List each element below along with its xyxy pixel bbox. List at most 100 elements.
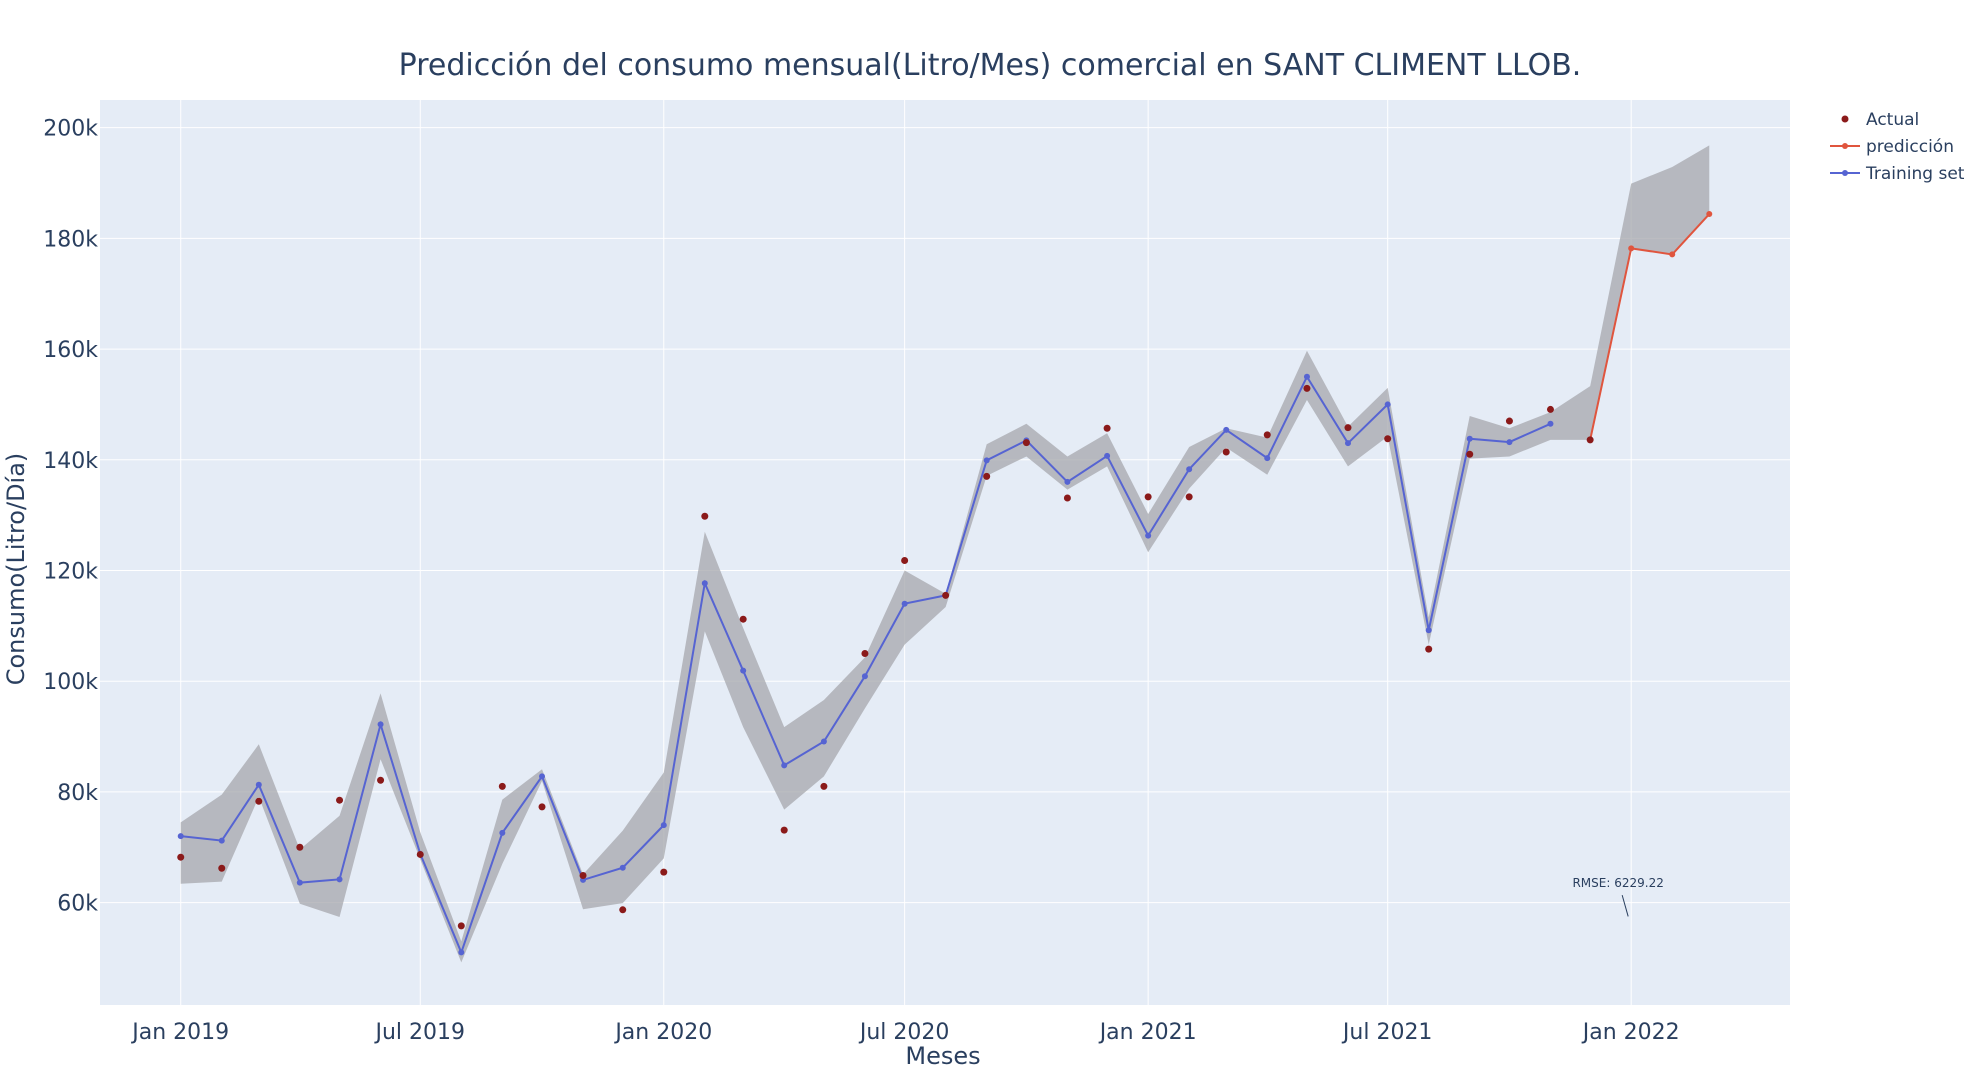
data-point-actual (660, 868, 668, 876)
y-axis-title: Consumo(Litro/Día) (2, 453, 30, 686)
legend-item-predicci-n[interactable]: predicción (1830, 137, 1954, 157)
data-point-training-set (1303, 373, 1310, 380)
data-point-actual (739, 615, 747, 623)
data-point-predicci-n (1669, 251, 1676, 258)
data-point-training-set (296, 879, 303, 886)
y-tick-label: 60k (57, 892, 98, 917)
data-point-predicci-n (1706, 211, 1713, 218)
chart-title: Predicción del consumo mensual(Litro/Mes… (399, 48, 1582, 83)
x-axis-title: Meses (905, 1042, 980, 1070)
annotations: RMSE: 6229.22 (1572, 876, 1664, 917)
legend-label: Actual (1866, 110, 1919, 130)
series-actual (177, 384, 1594, 930)
data-point-training-set (1547, 420, 1554, 427)
legend-swatch-marker (1841, 115, 1849, 123)
data-point-actual (255, 797, 263, 805)
data-point-training-set (1223, 426, 1230, 433)
data-point-actual (377, 776, 385, 784)
x-tick-label: Jul 2021 (1341, 1020, 1433, 1045)
x-tick-label: Jan 2022 (1581, 1020, 1680, 1045)
data-point-actual (619, 906, 627, 914)
y-tick-label: 200k (43, 117, 98, 142)
data-point-training-set (377, 721, 384, 728)
data-point-actual (177, 853, 185, 861)
data-point-training-set (1104, 452, 1111, 459)
data-point-actual (1466, 450, 1474, 458)
data-point-actual (1185, 493, 1193, 501)
data-point-actual (1263, 431, 1271, 439)
axis-ticks: 60k 80k 100k 120k 140k 160k 180k 200k Jan 2019 Ju… (43, 117, 1679, 1045)
data-point-training-set (1064, 478, 1071, 485)
data-point-training-set (1264, 455, 1271, 462)
data-point-actual (942, 591, 950, 599)
data-point-predicci-n (1628, 245, 1635, 252)
data-point-actual (1022, 439, 1030, 447)
data-point-actual (1425, 645, 1433, 653)
data-point-actual (416, 850, 424, 858)
data-point-training-set (1466, 435, 1473, 442)
data-point-actual (1103, 424, 1111, 432)
data-point-actual (457, 922, 465, 930)
legend-swatch-marker (1842, 143, 1848, 149)
data-point-training-set (499, 829, 506, 836)
data-point-training-set (740, 667, 747, 674)
legend-swatch-marker (1842, 170, 1848, 176)
data-point-actual (1344, 424, 1352, 432)
data-point-actual (1063, 494, 1071, 502)
data-point-training-set (619, 864, 626, 871)
data-point-training-set (218, 837, 225, 844)
annotation-arrow (1621, 894, 1629, 917)
data-point-actual (1384, 435, 1392, 443)
data-point-actual (1586, 436, 1594, 444)
y-tick-label: 120k (43, 559, 98, 584)
data-point-training-set (861, 673, 868, 680)
data-point-actual (538, 803, 546, 811)
gridlines (100, 100, 1790, 1005)
series-layer (177, 211, 1713, 956)
legend-item-training-set[interactable]: Training set (1830, 164, 1965, 184)
data-point-training-set (177, 833, 184, 840)
data-point-training-set (539, 773, 546, 780)
x-tick-label: Jan 2020 (613, 1020, 712, 1045)
data-point-training-set (1344, 440, 1351, 447)
data-point-actual (780, 826, 788, 834)
data-point-training-set (1506, 439, 1513, 446)
y-tick-label: 100k (43, 670, 98, 695)
data-point-actual (579, 871, 587, 879)
data-point-actual (820, 782, 828, 790)
x-tick-label: Jul 2020 (858, 1020, 950, 1045)
data-point-training-set (901, 600, 908, 607)
data-point-actual (1505, 417, 1513, 425)
series-line-predicci-n (1589, 213, 1711, 441)
data-point-training-set (336, 876, 343, 883)
legend[interactable]: Actual predicción Training set (1830, 110, 1965, 184)
data-point-training-set (1425, 627, 1432, 634)
x-tick-label: Jul 2019 (374, 1020, 466, 1045)
plot-background (100, 100, 1790, 1005)
x-tick-label: Jan 2019 (130, 1020, 229, 1045)
data-point-actual (1546, 405, 1554, 413)
data-point-actual (701, 512, 709, 520)
x-tick-label: Jan 2021 (1098, 1020, 1197, 1045)
legend-label: Training set (1865, 164, 1965, 184)
data-point-training-set (660, 822, 667, 829)
data-point-training-set (458, 949, 465, 956)
y-tick-label: 140k (43, 449, 98, 474)
data-point-actual (983, 472, 991, 480)
rmse-annotation: RMSE: 6229.22 (1572, 876, 1663, 890)
data-point-actual (1303, 384, 1311, 392)
y-tick-label: 160k (43, 338, 98, 363)
data-point-actual (901, 557, 909, 565)
legend-item-actual[interactable]: Actual (1841, 110, 1920, 130)
y-tick-label: 180k (43, 227, 98, 252)
data-point-actual (336, 796, 344, 804)
data-point-actual (218, 864, 226, 872)
data-point-training-set (255, 781, 262, 788)
data-point-training-set (820, 738, 827, 745)
data-point-actual (1144, 493, 1152, 501)
data-point-training-set (983, 457, 990, 464)
data-point-actual (296, 843, 304, 851)
legend-label: predicción (1866, 137, 1954, 157)
y-tick-label: 80k (57, 781, 98, 806)
